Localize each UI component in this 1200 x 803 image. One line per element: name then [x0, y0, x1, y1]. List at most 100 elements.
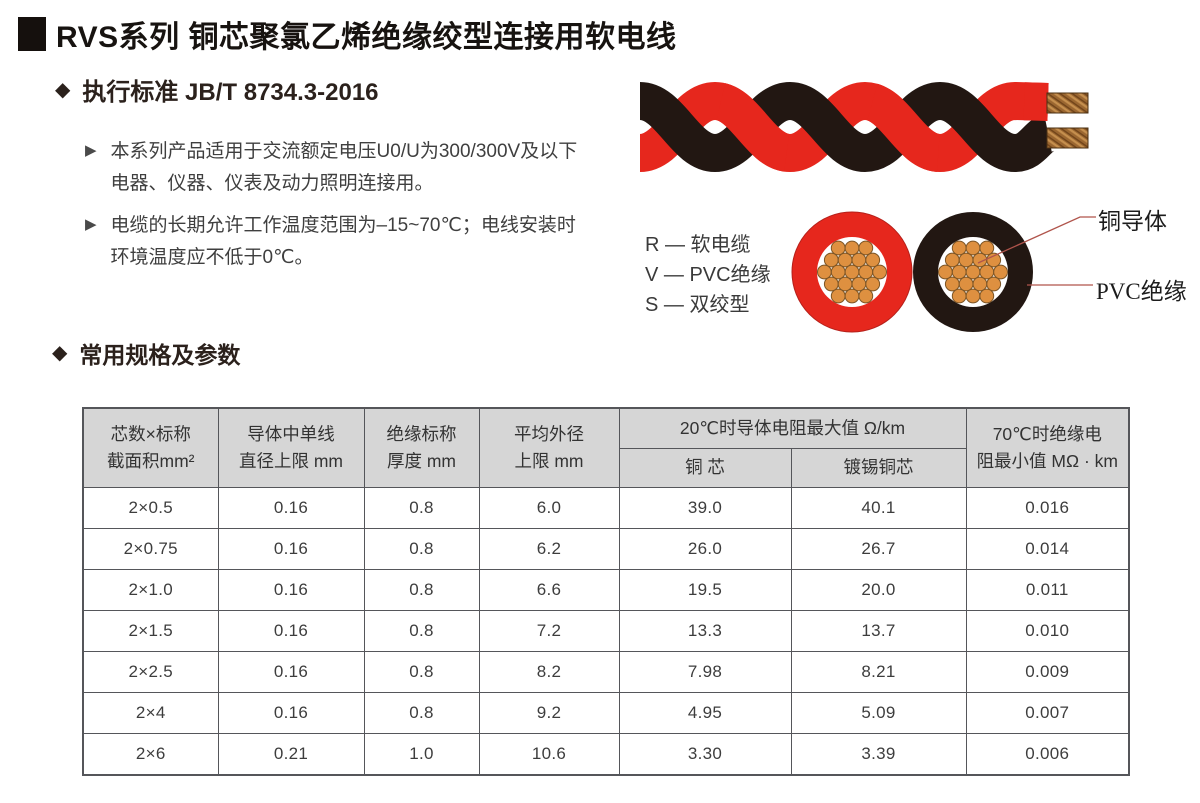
standard-row: ◆ 执行标准 JB/T 8734.3-2016: [55, 72, 379, 107]
copper-strand: [865, 252, 881, 268]
copper-strand: [993, 264, 1009, 280]
table-cell: 10.6: [478, 733, 620, 776]
feature-line: 本系列产品适用于交流额定电压U0/U为300/300V及以下: [110, 141, 578, 162]
diamond-bullet-icon: ◆: [55, 78, 71, 101]
table-cell: 0.16: [217, 569, 365, 611]
copper-strand: [951, 264, 967, 280]
copper-strand: [823, 276, 839, 292]
copper-strand: [844, 264, 860, 280]
table-cell: 2×0.75: [82, 528, 219, 570]
copper-strand: [938, 264, 953, 280]
table-cell: 1.0: [363, 733, 480, 776]
table-cell: 0.010: [965, 610, 1130, 652]
table-cell: 0.006: [965, 733, 1130, 776]
table-cell: 0.16: [217, 610, 365, 652]
table-cell: 2×6: [82, 733, 219, 776]
copper-strand: [837, 276, 853, 292]
table-cell: 0.8: [363, 487, 480, 529]
table-cell: 0.007: [965, 692, 1130, 734]
table-row: 2×4 0.16 0.8 9.2 4.95 5.09 0.007: [82, 692, 1130, 734]
insulation-label: PVC绝缘: [1096, 279, 1187, 304]
copper-strand: [965, 240, 981, 256]
feature-line: 环境温度应不低于0℃。: [110, 247, 314, 268]
triangle-bullet-icon: ▶: [85, 216, 97, 233]
legend-item-s: S — 双绞型: [645, 294, 750, 316]
table-cell: 0.8: [363, 692, 480, 734]
table-cell: 6.0: [478, 487, 620, 529]
table-cell: 39.0: [618, 487, 792, 529]
copper-strand: [958, 276, 974, 292]
table-row: 2×0.5 0.16 0.8 6.0 39.0 40.1 0.016: [82, 487, 1130, 529]
standard-text: 执行标准 JB/T 8734.3-2016: [82, 79, 379, 106]
copper-strand: [979, 288, 995, 304]
table-cell: 2×4: [82, 692, 219, 734]
table-cell: 2×1.5: [82, 610, 219, 652]
table-cell: 19.5: [618, 569, 792, 611]
feature-line: 电缆的长期允许工作温度范围为–15~70℃；电线安装时: [110, 215, 576, 236]
table-cell: 0.16: [217, 692, 365, 734]
table-cell: 6.6: [478, 569, 620, 611]
copper-strand: [965, 288, 981, 304]
copper-strand: [944, 276, 960, 292]
table-cell: 8.2: [478, 651, 620, 693]
table-cell: 0.16: [217, 528, 365, 570]
table-cell: 0.8: [363, 569, 480, 611]
copper-strand: [830, 240, 846, 256]
table-cell: 26.0: [618, 528, 792, 570]
table-cell: 0.8: [363, 610, 480, 652]
table-cell: 5.09: [790, 692, 967, 734]
spec-table-body: 2×0.5 0.16 0.8 6.0 39.0 40.1 0.016 2×0.75 0.16 0.…: [82, 487, 1130, 776]
feature-item: ▶ 本系列产品适用于交流额定电压U0/U为300/300V及以下 电器、仪器、仪…: [85, 136, 685, 200]
feature-text: 电缆的长期允许工作温度范围为–15~70℃；电线安装时 环境温度应不低于0℃。: [111, 210, 576, 274]
table-cell: 8.21: [790, 651, 967, 693]
table-cell: 0.011: [965, 569, 1130, 611]
feature-text: 本系列产品适用于交流额定电压U0/U为300/300V及以下 电器、仪器、仪表及…: [111, 136, 578, 200]
copper-strand: [830, 288, 846, 304]
header-wire-diameter: 导体中单线 直径上限 mm: [217, 407, 365, 488]
feature-list: ▶ 本系列产品适用于交流额定电压U0/U为300/300V及以下 电器、仪器、仪…: [85, 136, 685, 284]
table-row: 2×1.0 0.16 0.8 6.6 19.5 20.0 0.011: [82, 569, 1130, 611]
table-cell: 0.8: [363, 651, 480, 693]
black-wire: [640, 81, 1056, 173]
header-resistance-group: 20℃时导体电阻最大值 Ω/km: [618, 407, 967, 449]
wire-cross-section-illustration: [791, 211, 1096, 333]
copper-strand: [986, 252, 1002, 268]
table-cell: 0.16: [217, 651, 365, 693]
legend-item-v: V — PVC绝缘: [645, 264, 771, 286]
legend-item-r: R — 软电缆: [645, 234, 751, 256]
table-cell: 2×2.5: [82, 651, 219, 693]
copper-strand: [844, 240, 860, 256]
copper-strand: [986, 276, 1002, 292]
table-cell: 26.7: [790, 528, 967, 570]
table-row: 2×2.5 0.16 0.8 8.2 7.98 8.21 0.009: [82, 651, 1130, 693]
feature-line: 电器、仪器、仪表及动力照明连接用。: [110, 173, 434, 194]
copper-strand: [817, 264, 832, 280]
diamond-bullet-icon: ◆: [52, 342, 68, 364]
copper-strand: [965, 264, 981, 280]
table-row: 2×1.5 0.16 0.8 7.2 13.3 13.7 0.010: [82, 610, 1130, 652]
table-cell: 0.21: [217, 733, 365, 776]
header-core-size: 芯数×标称 截面积mm²: [82, 407, 219, 488]
copper-strands-black: [938, 240, 1009, 304]
copper-strand: [844, 288, 860, 304]
table-cell: 0.8: [363, 528, 480, 570]
table-cell: 6.2: [478, 528, 620, 570]
copper-strand: [858, 240, 874, 256]
copper-strand: [979, 264, 995, 280]
triangle-bullet-icon: ▶: [85, 142, 97, 159]
table-cell: 0.016: [965, 487, 1130, 529]
copper-strand: [979, 240, 995, 256]
title-square-marker: [18, 17, 46, 51]
copper-tip-bottom: [1046, 127, 1089, 149]
copper-strand: [944, 252, 960, 268]
spec-table-container: 芯数×标称 截面积mm² 导体中单线 直径上限 mm 绝缘标称 厚度 mm 平均…: [82, 407, 1131, 776]
table-row: 2×6 0.21 1.0 10.6 3.30 3.39 0.006: [82, 733, 1130, 776]
table-cell: 13.3: [618, 610, 792, 652]
copper-tip-top: [1046, 92, 1089, 114]
copper-strands-red: [817, 240, 887, 304]
page-header: RVS系列 铜芯聚氯乙烯绝缘绞型连接用软电线: [18, 12, 676, 56]
copper-strand: [951, 288, 967, 304]
page-title: RVS系列 铜芯聚氯乙烯绝缘绞型连接用软电线: [56, 21, 677, 54]
twisted-wire-illustration: [640, 81, 1089, 173]
table-cell: 13.7: [790, 610, 967, 652]
